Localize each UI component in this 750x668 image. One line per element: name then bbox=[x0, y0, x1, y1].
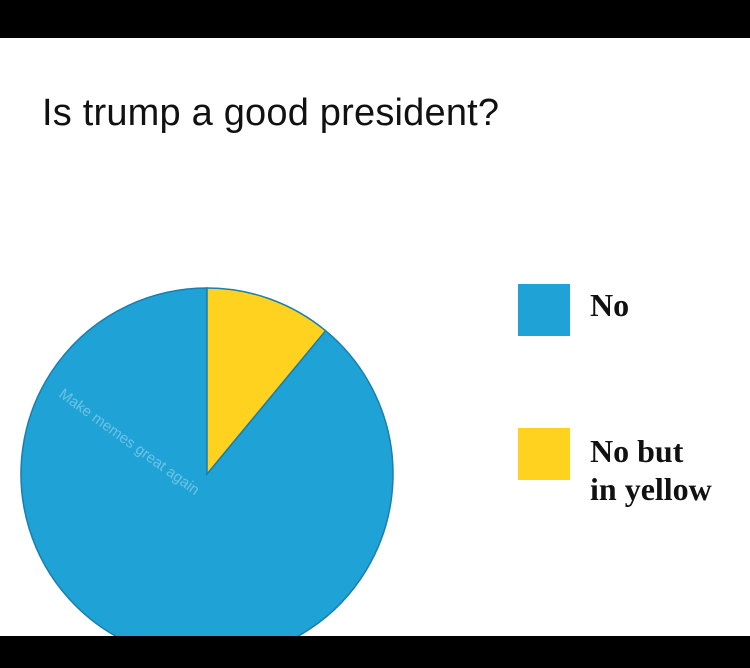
legend-swatch-yellow bbox=[518, 428, 570, 480]
legend-label-yellow: No but in yellow bbox=[590, 433, 712, 507]
chart-title: Is trump a good president? bbox=[42, 92, 500, 134]
legend-swatch-no bbox=[518, 284, 570, 336]
pie-slices bbox=[20, 287, 394, 636]
pie-chart: Make memes great again bbox=[20, 287, 394, 636]
chart-panel: Is trump a good president? Make memes gr… bbox=[0, 38, 750, 636]
legend-label-no: No bbox=[590, 287, 630, 323]
pie-slice-no-but-in-yellow bbox=[206, 287, 327, 477]
